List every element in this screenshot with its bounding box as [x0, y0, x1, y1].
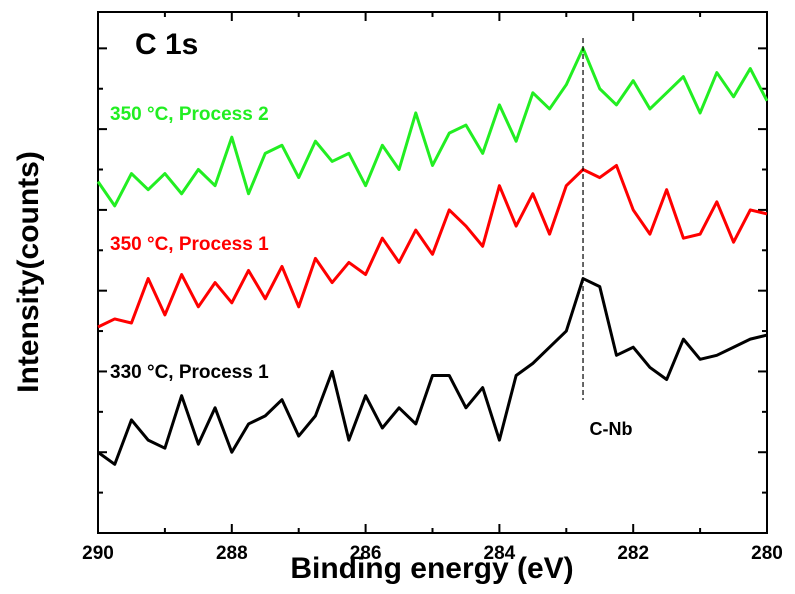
x-axis-label: Binding energy (eV)	[290, 552, 573, 585]
series-line	[96, 46, 769, 208]
x-tick-label: 288	[216, 543, 248, 564]
x-tick-label: 286	[350, 543, 382, 564]
x-tick-label: 282	[617, 543, 649, 564]
x-tick-label: 284	[484, 543, 516, 564]
x-tick-label: 280	[751, 543, 783, 564]
x-tick-label: 290	[82, 543, 114, 564]
annotation-label: C-Nb	[590, 419, 633, 439]
y-axis-label: Intensity(counts)	[12, 151, 45, 393]
plot-frame	[97, 11, 768, 534]
series-line	[97, 277, 768, 466]
series-label: 350 °C, Process 2	[110, 104, 269, 125]
series-line	[97, 163, 768, 329]
chart-title: C 1s	[135, 28, 198, 61]
series-label: 350 °C, Process 1	[110, 234, 269, 255]
series-label: 330 °C, Process 1	[110, 362, 269, 383]
